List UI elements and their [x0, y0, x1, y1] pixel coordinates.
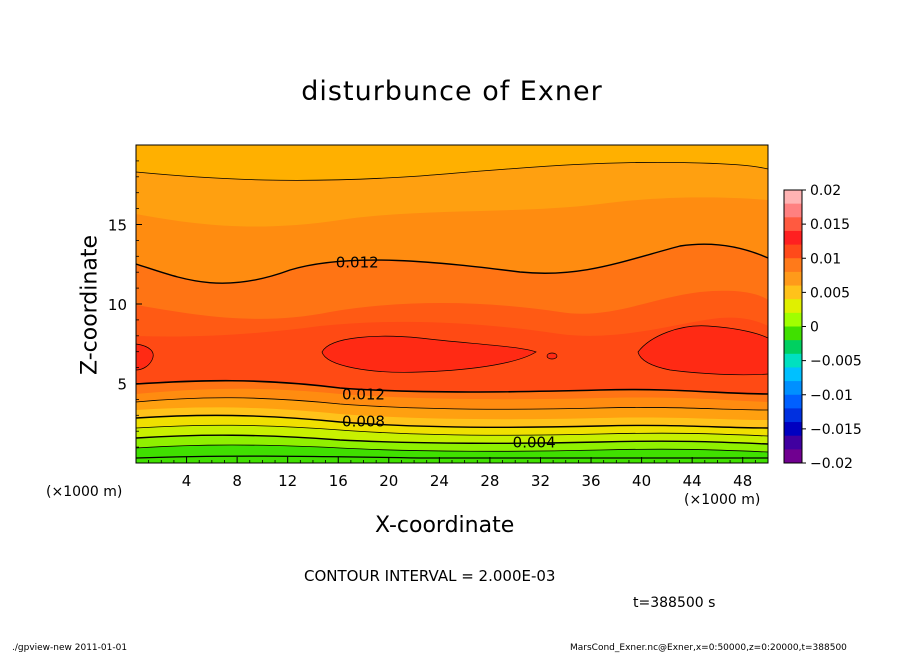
- colorbar-cell: [784, 422, 802, 437]
- x-tick-label: 36: [581, 472, 600, 490]
- colorbar-tick-label: 0.015: [810, 217, 850, 233]
- colorbar-cell: [784, 394, 802, 409]
- colorbar-tick-label: 0.02: [810, 183, 841, 199]
- colorbar-cell: [784, 449, 802, 464]
- colorbar-cell: [784, 381, 802, 396]
- contour-label: 0.012: [342, 386, 385, 404]
- colorbar-tick-label: 0.005: [810, 285, 850, 301]
- x-tick-label: 16: [329, 472, 348, 490]
- contour-label: 0.008: [342, 413, 385, 431]
- y-axis-ticks: 5 10 15: [108, 160, 142, 448]
- x-unit-left: (×1000 m): [46, 484, 123, 500]
- x-tick-label: 4: [182, 472, 192, 490]
- colorbar-cell: [784, 408, 802, 423]
- y-tick-label: 15: [108, 217, 127, 235]
- colorbar-cell: [784, 367, 802, 382]
- x-tick-label: 24: [430, 472, 449, 490]
- x-tick-label: 8: [232, 472, 242, 490]
- contour-interval-text: CONTOUR INTERVAL = 2.000E-03: [304, 567, 556, 585]
- colorbar-cell: [784, 258, 802, 273]
- y-axis-label: Z-coordinate: [77, 235, 103, 375]
- colorbar-cell: [784, 435, 802, 450]
- core-center: [321, 335, 537, 373]
- colorbar-cell: [784, 340, 802, 355]
- colorbar-cell: [784, 230, 802, 246]
- colorbar-tick-label: −0.005: [810, 354, 862, 370]
- core-left: [136, 343, 154, 371]
- colorbar-cell: [784, 312, 802, 327]
- chart-title: disturbunce of Exner: [301, 76, 603, 107]
- x-axis-label: X-coordinate: [375, 513, 515, 538]
- colorbar-cell: [784, 244, 802, 259]
- y-tick-label: 5: [117, 376, 127, 394]
- footer-right: MarsCond_Exner.nc@Exner,x=0:50000,z=0:20…: [570, 643, 847, 653]
- footer-left: ./gpview-new 2011-01-01: [12, 643, 128, 653]
- colorbar-cell: [784, 353, 802, 368]
- colorbar-cell: [784, 299, 802, 314]
- x-tick-label: 20: [379, 472, 398, 490]
- time-label: t=388500 s: [633, 595, 716, 611]
- colorbar-tick-label: −0.02: [810, 456, 853, 472]
- colorbar-tick-label: −0.015: [810, 422, 862, 438]
- colorbar: 0.02 0.015 0.01 0.005 0 −0.005 −0.01 −0.015 −0.0…: [783, 183, 862, 472]
- colorbar-cell: [784, 326, 802, 341]
- contour-labels: 0.012 0.012 0.008 0.004: [336, 254, 556, 452]
- contour-label: 0.004: [513, 433, 556, 451]
- x-tick-label: 44: [683, 472, 702, 490]
- colorbar-cell: [784, 217, 802, 232]
- colorbar-tick-label: 0: [810, 320, 819, 336]
- contour-label: 0.012: [336, 254, 379, 272]
- x-tick-label: 12: [278, 472, 297, 490]
- core-small: [546, 352, 558, 360]
- colorbar-cell: [784, 203, 802, 218]
- x-axis-ticks: 4 8 12 16 20 24 28 32 36 40 44 48: [148, 457, 756, 490]
- contour-field: [136, 145, 768, 463]
- x-tick-label: 32: [531, 472, 550, 490]
- colorbar-cell: [784, 285, 802, 300]
- colorbar-cell: [784, 190, 802, 205]
- x-tick-label: 40: [632, 472, 651, 490]
- x-tick-label: 48: [733, 472, 752, 490]
- colorbar-tick-label: 0.01: [810, 251, 841, 267]
- colorbar-cell: [784, 271, 802, 287]
- x-unit-right: (×1000 m): [684, 492, 761, 508]
- core-right: [637, 325, 768, 376]
- contour-lines: [136, 161, 768, 460]
- y-tick-label: 10: [108, 296, 127, 314]
- x-tick-label: 28: [480, 472, 499, 490]
- colorbar-tick-label: −0.01: [810, 388, 853, 404]
